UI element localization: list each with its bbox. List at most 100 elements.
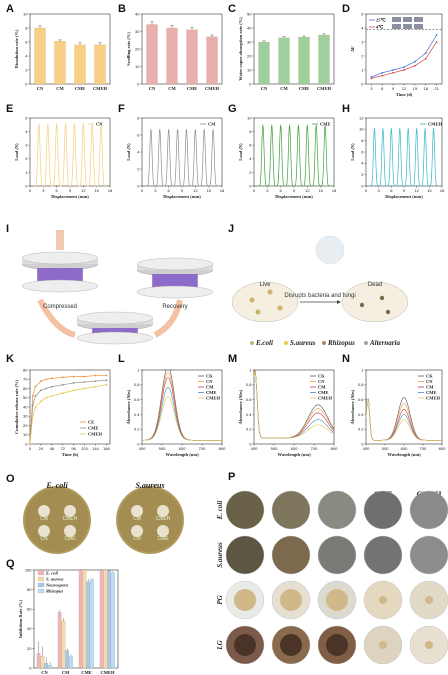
data-point bbox=[105, 379, 108, 382]
live-label: Live bbox=[259, 282, 271, 288]
data-point bbox=[72, 382, 75, 384]
x-tick-label: 3 bbox=[154, 188, 157, 193]
panel-letter-l: L bbox=[118, 353, 125, 365]
y-tick-label: 4 bbox=[361, 161, 364, 166]
x-tick-label: 800 bbox=[219, 446, 226, 451]
y-tick-label: 0 bbox=[137, 183, 140, 188]
y-tick-label: 4 bbox=[361, 25, 364, 30]
y-tick-label: 3 bbox=[361, 39, 364, 44]
chart-n: 0 0.2 0.4 0.6 0.8 1 Absorbance (Abs) 400 500 600 7… bbox=[350, 367, 446, 457]
well-label: CME bbox=[64, 536, 76, 542]
x-tick-label: CME bbox=[75, 86, 86, 91]
fungal-colony bbox=[280, 634, 302, 656]
panel-letter-e: E bbox=[6, 103, 13, 115]
panel-letter-b: B bbox=[118, 3, 126, 15]
y-tick-label: 0.2 bbox=[246, 427, 252, 432]
dead-cell-icon bbox=[359, 302, 365, 308]
series-line bbox=[253, 369, 335, 439]
x-tick-label: 6 bbox=[390, 188, 393, 193]
data-point bbox=[40, 389, 42, 392]
dead-label: Dead bbox=[368, 282, 382, 288]
sample-thumbnail bbox=[414, 17, 423, 22]
chart-h: 0 2 4 6 8 10 12 Load (N) 0 3 6 9 12 15 18 Displacement … bbox=[350, 115, 445, 199]
y-tick-label: 40 bbox=[27, 626, 32, 631]
data-point bbox=[381, 74, 384, 77]
y-axis-label: ΔE bbox=[350, 46, 355, 52]
disc-well bbox=[157, 525, 169, 537]
bar bbox=[166, 27, 178, 85]
panel-letter-g: G bbox=[228, 103, 237, 115]
y-tick-label: 4 bbox=[137, 149, 140, 154]
y-tick-label: 100 bbox=[25, 567, 32, 572]
x-tick-label: 500 bbox=[271, 446, 278, 451]
y-tick-label: 8 bbox=[361, 138, 364, 143]
disc-well bbox=[38, 525, 50, 537]
plot-frame bbox=[253, 13, 335, 85]
legend-label: CMEH bbox=[206, 396, 220, 401]
y-tick-label: 10 bbox=[247, 115, 252, 120]
panel-letter-o: O bbox=[6, 473, 15, 485]
y-tick-label: 40 bbox=[23, 404, 28, 409]
y-tick-label: 6 bbox=[25, 39, 28, 44]
legend-label: CM bbox=[208, 122, 216, 127]
y-tick-label: 0 bbox=[25, 441, 28, 446]
bar bbox=[82, 569, 87, 669]
x-tick-label: 600 bbox=[401, 446, 408, 451]
grid-row-header: PG bbox=[216, 595, 224, 604]
data-point bbox=[83, 387, 86, 390]
y-tick-label: 12 bbox=[359, 115, 364, 120]
bar bbox=[111, 572, 115, 669]
y-tick-label: 0.4 bbox=[358, 412, 364, 417]
y-tick-label: 0 bbox=[361, 441, 364, 446]
y-tick-label: 60 bbox=[23, 386, 28, 391]
y-tick-label: 2 bbox=[249, 170, 252, 175]
x-tick-label: 9 bbox=[403, 188, 406, 193]
platen-top bbox=[21, 251, 99, 265]
y-tick-label: 0.6 bbox=[358, 397, 364, 402]
x-tick-label: 21 bbox=[434, 86, 439, 91]
x-tick-label: 6 bbox=[280, 188, 283, 193]
y-tick-label: 30 bbox=[23, 414, 28, 419]
y-tick-label: 10 bbox=[247, 67, 252, 72]
data-point bbox=[392, 69, 395, 71]
x-tick-label: CME bbox=[299, 86, 310, 91]
y-tick-label: 80 bbox=[23, 367, 28, 372]
x-tick-label: 18 bbox=[332, 188, 337, 193]
data-point bbox=[83, 381, 86, 383]
legend-label: CN bbox=[426, 379, 433, 384]
series-line bbox=[258, 124, 330, 187]
x-tick-label: 15 bbox=[413, 86, 418, 91]
agar-surface bbox=[25, 488, 89, 552]
platen-bottom bbox=[136, 285, 214, 299]
bar bbox=[94, 44, 106, 85]
x-axis-label: Displacement (mm) bbox=[51, 194, 89, 199]
x-tick-label: 18 bbox=[423, 86, 428, 91]
schematics-layer: Compressed Recovery Live Dead Disrupts bacte… bbox=[21, 230, 409, 347]
bar bbox=[258, 41, 270, 85]
data-point bbox=[94, 385, 97, 388]
x-tick-label: CN bbox=[261, 86, 268, 91]
legend-swatch bbox=[37, 588, 45, 594]
x-tick-label: 144 bbox=[92, 446, 99, 451]
x-tick-label: 600 bbox=[179, 446, 186, 451]
y-tick-label: 2 bbox=[361, 53, 364, 58]
data-point bbox=[413, 60, 416, 63]
data-point bbox=[34, 385, 37, 388]
x-tick-label: CMEH bbox=[205, 86, 219, 91]
legend-label: CME bbox=[88, 426, 99, 431]
x-tick-label: 500 bbox=[159, 446, 166, 451]
legend-swatch bbox=[37, 570, 45, 576]
well-label: CN bbox=[133, 536, 141, 542]
fungal-colony bbox=[234, 634, 256, 656]
arrowhead bbox=[337, 300, 341, 304]
bacterium-icon bbox=[267, 289, 273, 295]
culture-photo bbox=[271, 490, 311, 530]
culture-photo bbox=[317, 535, 357, 575]
data-point bbox=[94, 374, 97, 377]
legend-label: CK bbox=[426, 374, 433, 379]
x-tick-label: 15 bbox=[94, 188, 99, 193]
y-tick-label: 0.8 bbox=[246, 382, 252, 387]
well-label: CN bbox=[40, 536, 48, 542]
legend-label: CME bbox=[318, 390, 329, 395]
x-axis-label: Displacement (mm) bbox=[163, 194, 201, 199]
